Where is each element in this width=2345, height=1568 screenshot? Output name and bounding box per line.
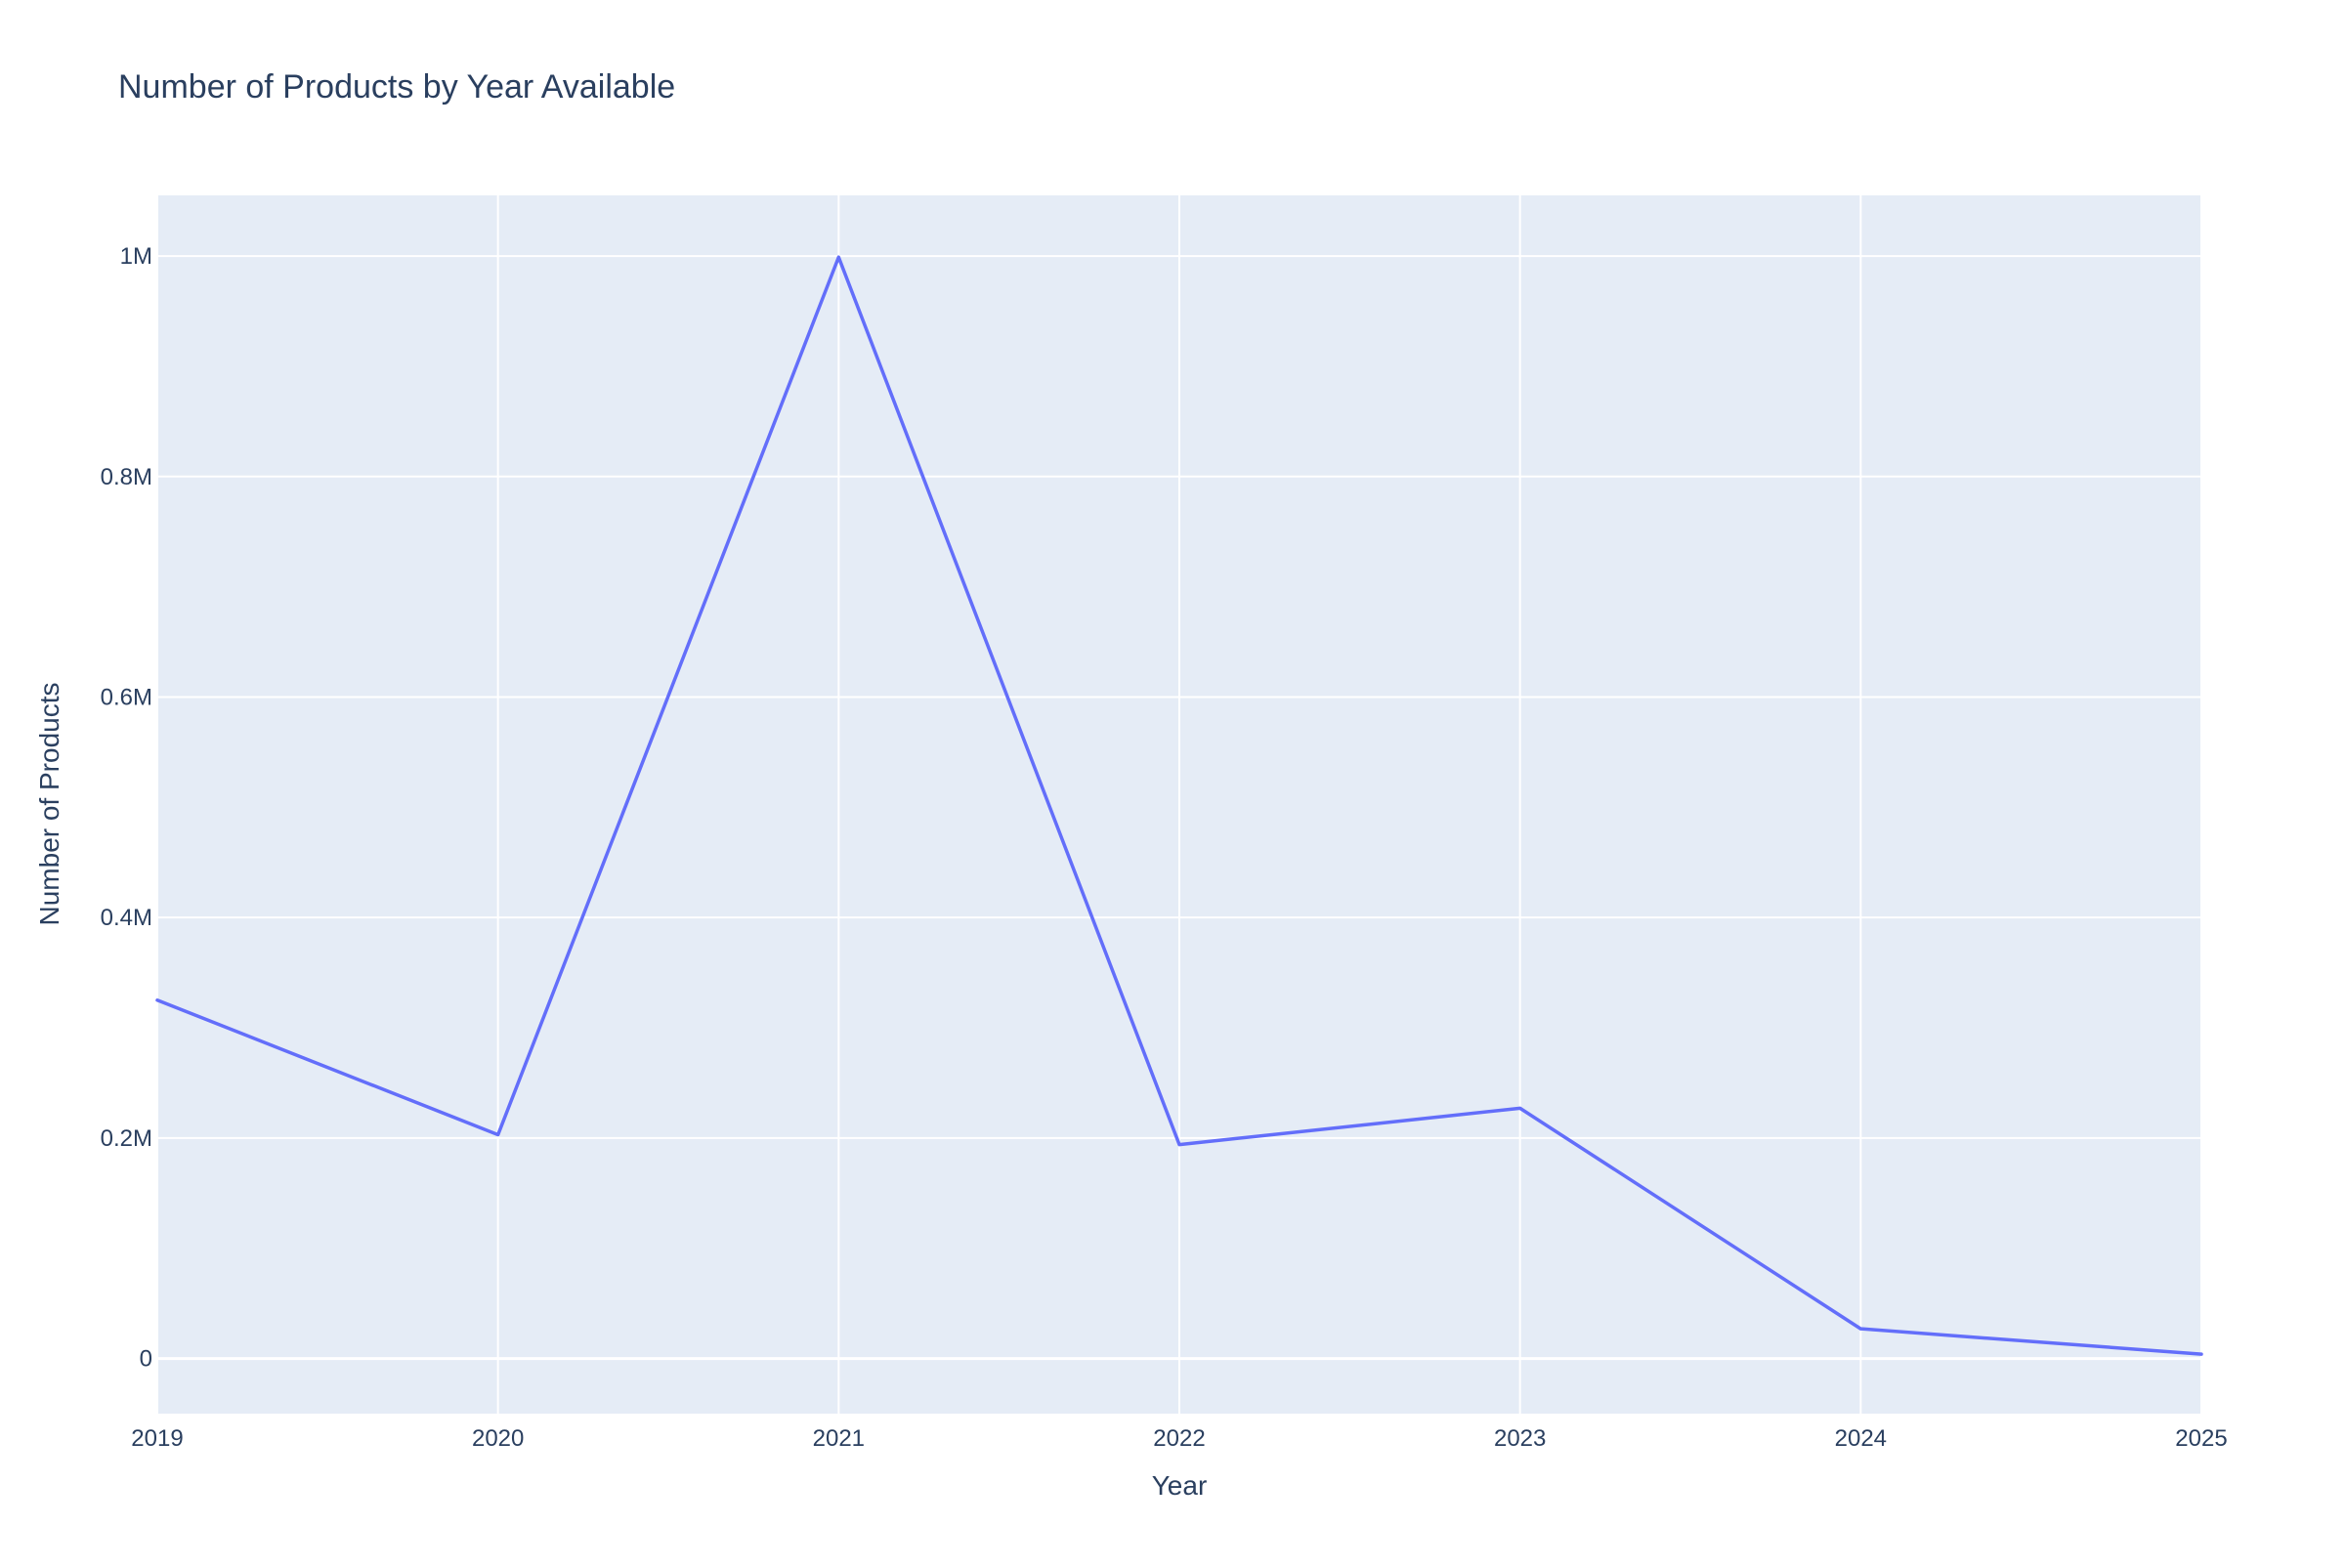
y-tick-label: 1M bbox=[120, 243, 152, 270]
y-tick-label: 0.8M bbox=[101, 464, 152, 490]
x-tick-label: 2022 bbox=[1153, 1425, 1205, 1452]
chart-title: Number of Products by Year Available bbox=[118, 68, 675, 106]
x-tick-label: 2024 bbox=[1835, 1425, 1887, 1452]
x-axis-title: Year bbox=[1152, 1470, 1208, 1501]
y-tick-label: 0.2M bbox=[101, 1125, 152, 1152]
series-line-0 bbox=[155, 255, 2203, 1356]
grid-lines bbox=[156, 195, 2202, 1414]
x-tick-label: 2020 bbox=[472, 1425, 524, 1452]
series-layer bbox=[155, 255, 2203, 1356]
y-axis-ticks: 0 0.2M 0.4M 0.6M 0.8M 1M bbox=[101, 243, 152, 1373]
y-tick-label: 0.6M bbox=[101, 684, 152, 710]
x-tick-label: 2023 bbox=[1494, 1425, 1546, 1452]
x-tick-label: 2025 bbox=[2175, 1425, 2227, 1452]
x-tick-label: 2019 bbox=[131, 1425, 183, 1452]
y-axis-title: Number of Products bbox=[34, 683, 64, 926]
x-tick-label: 2021 bbox=[813, 1425, 865, 1452]
y-tick-label: 0 bbox=[140, 1346, 152, 1373]
y-tick-label: 0.4M bbox=[101, 905, 152, 931]
x-axis-ticks: 2019 2020 2021 2022 2023 2024 2025 bbox=[131, 1425, 2227, 1452]
